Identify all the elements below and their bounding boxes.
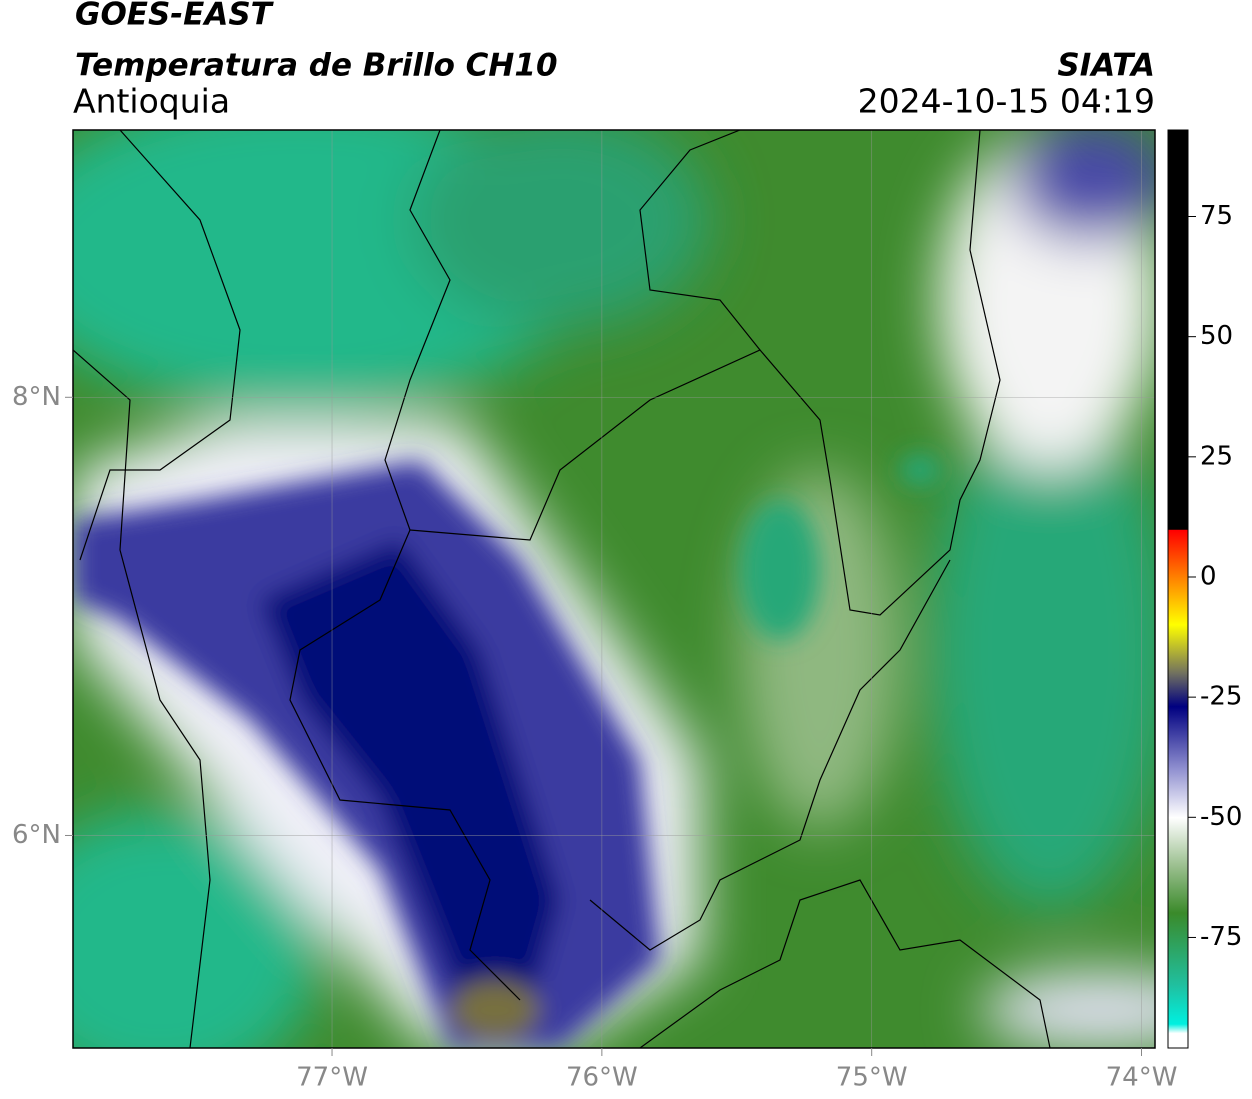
source: SIATA bbox=[1057, 48, 1155, 84]
subtitle: Temperatura de Brillo CH10 bbox=[75, 48, 558, 84]
lon-label: 76°W bbox=[566, 1063, 638, 1093]
title: GOES-EAST bbox=[75, 0, 275, 33]
map-frame bbox=[72, 129, 1156, 1049]
borders bbox=[73, 130, 1051, 1048]
colorbar-label: 75 bbox=[1200, 201, 1233, 231]
lon-label: 75°W bbox=[836, 1063, 908, 1093]
satellite-image bbox=[73, 130, 1155, 1048]
colorbar-label: 0 bbox=[1200, 561, 1217, 591]
region: Antioquia bbox=[73, 82, 230, 121]
lat-label: 8°N bbox=[12, 382, 61, 412]
colorbar-label: -75 bbox=[1200, 922, 1242, 952]
datetime: 2024-10-15 04:19 bbox=[858, 82, 1155, 121]
lat-label: 6°N bbox=[12, 820, 61, 850]
colorbar-label: 50 bbox=[1200, 321, 1233, 351]
lon-label: 74°W bbox=[1106, 1063, 1178, 1093]
lon-label: 77°W bbox=[296, 1063, 368, 1093]
colorbar-label: -25 bbox=[1200, 682, 1242, 712]
colorbar-label: -50 bbox=[1200, 802, 1242, 832]
colorbar-label: 25 bbox=[1200, 441, 1233, 471]
colorbar bbox=[1167, 129, 1189, 1049]
